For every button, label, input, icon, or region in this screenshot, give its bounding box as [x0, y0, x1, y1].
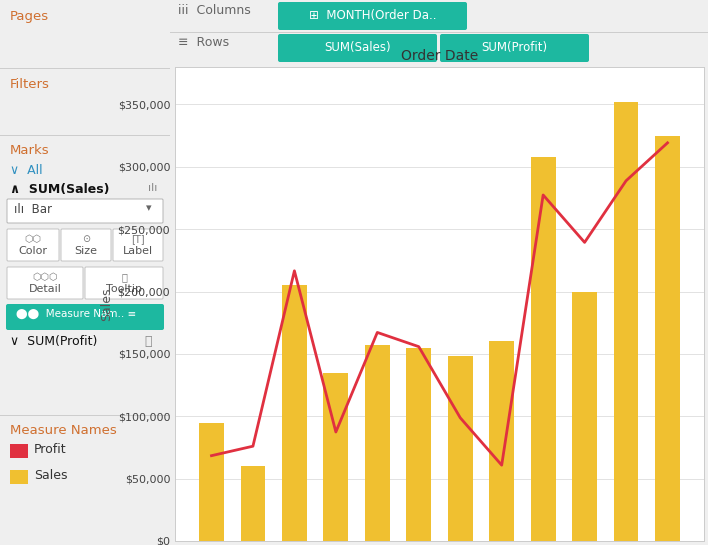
FancyBboxPatch shape: [113, 229, 163, 261]
Bar: [655, 136, 680, 541]
Text: Tooltip: Tooltip: [106, 284, 142, 294]
Bar: [10, 470, 28, 484]
FancyBboxPatch shape: [7, 229, 59, 261]
Text: Sales: Sales: [34, 469, 67, 482]
Title: Order Date: Order Date: [401, 49, 478, 63]
FancyBboxPatch shape: [278, 34, 437, 62]
Bar: [531, 157, 556, 541]
FancyBboxPatch shape: [85, 267, 163, 299]
Text: ∨  SUM(Profit): ∨ SUM(Profit): [10, 335, 98, 348]
Text: ∨  All: ∨ All: [10, 164, 42, 177]
Bar: [324, 373, 348, 541]
Text: ⬡⬡⬡: ⬡⬡⬡: [33, 272, 58, 282]
FancyBboxPatch shape: [61, 229, 111, 261]
Text: iii  Columns: iii Columns: [178, 4, 251, 17]
FancyBboxPatch shape: [7, 199, 163, 223]
FancyBboxPatch shape: [278, 2, 467, 30]
Bar: [241, 466, 266, 541]
Text: ⊞  MONTH(Order Da..: ⊞ MONTH(Order Da..: [309, 9, 436, 22]
Text: Filters: Filters: [10, 78, 50, 91]
Bar: [199, 422, 224, 541]
Bar: [614, 102, 639, 541]
Text: Pages: Pages: [10, 10, 49, 23]
Text: SUM(Sales): SUM(Sales): [324, 41, 391, 55]
Text: Label: Label: [123, 246, 153, 256]
Text: ∧  SUM(Sales): ∧ SUM(Sales): [10, 183, 110, 196]
Text: ≡  Rows: ≡ Rows: [178, 36, 229, 49]
Text: ⊙: ⊙: [82, 234, 90, 244]
Text: Measure Names: Measure Names: [10, 424, 117, 437]
Text: ılı: ılı: [148, 183, 157, 193]
Bar: [282, 285, 307, 541]
Bar: [572, 292, 597, 541]
Text: [T]: [T]: [131, 234, 145, 244]
Text: Color: Color: [18, 246, 47, 256]
Text: ⬤⬤  Measure Nam.. ≡: ⬤⬤ Measure Nam.. ≡: [16, 309, 136, 319]
Text: ▾: ▾: [147, 203, 152, 213]
Text: Profit: Profit: [34, 443, 67, 456]
Text: Detail: Detail: [28, 284, 62, 294]
Bar: [406, 348, 431, 541]
Y-axis label: Sales: Sales: [101, 287, 113, 321]
Text: 💬: 💬: [121, 272, 127, 282]
Bar: [365, 345, 389, 541]
FancyBboxPatch shape: [440, 34, 589, 62]
Bar: [489, 341, 514, 541]
Bar: [447, 356, 473, 541]
Text: ılı  Bar: ılı Bar: [14, 203, 52, 216]
Text: 〜: 〜: [144, 335, 152, 348]
Text: ⬡⬡: ⬡⬡: [25, 234, 42, 244]
Text: SUM(Profit): SUM(Profit): [481, 41, 547, 55]
Text: Size: Size: [74, 246, 98, 256]
FancyBboxPatch shape: [7, 267, 83, 299]
FancyBboxPatch shape: [6, 304, 164, 330]
Bar: [10, 444, 28, 458]
Text: Marks: Marks: [10, 144, 50, 157]
